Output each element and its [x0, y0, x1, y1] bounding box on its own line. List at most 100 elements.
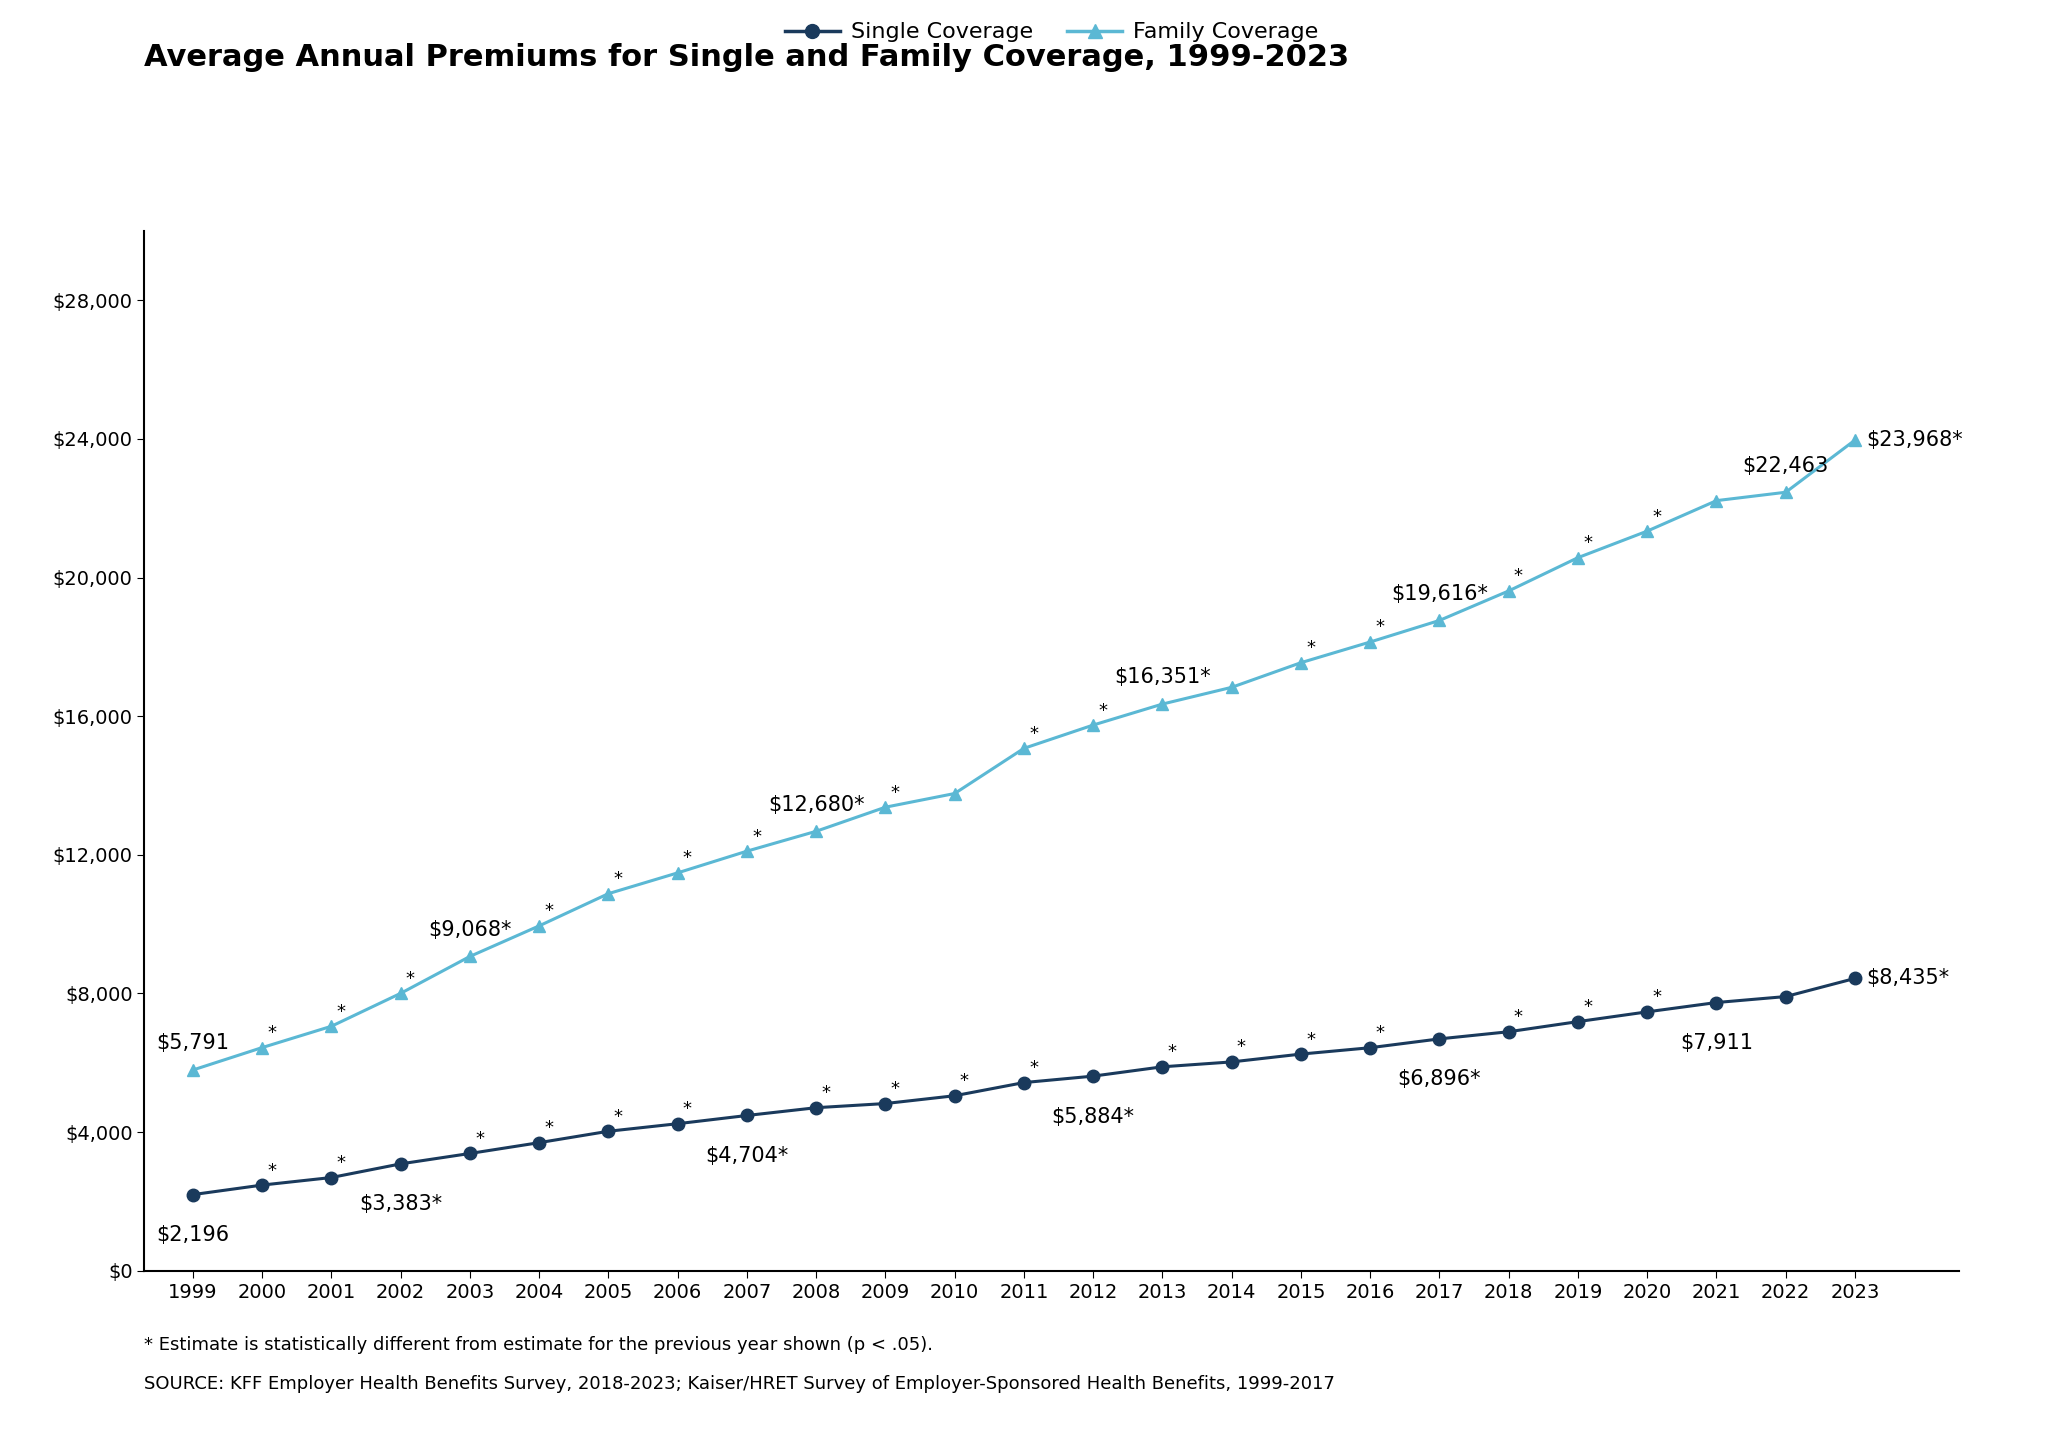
Family Coverage	[1773, 484, 1798, 501]
Family Coverage	[1497, 582, 1522, 599]
Text: *: *	[268, 1161, 276, 1180]
Family Coverage	[1703, 492, 1728, 510]
Text: $5,884*: $5,884*	[1052, 1106, 1134, 1126]
Single Coverage	[1565, 1012, 1590, 1030]
Single Coverage	[1703, 993, 1728, 1011]
Line: Family Coverage: Family Coverage	[186, 433, 1862, 1076]
Text: SOURCE: KFF Employer Health Benefits Survey, 2018-2023; Kaiser/HRET Survey of Em: SOURCE: KFF Employer Health Benefits Sur…	[144, 1375, 1336, 1393]
Family Coverage	[320, 1018, 344, 1035]
Text: $3,383*: $3,383*	[359, 1194, 441, 1214]
Text: $19,616*: $19,616*	[1392, 583, 1489, 604]
Text: *: *	[891, 784, 899, 801]
Single Coverage	[734, 1108, 759, 1125]
Single Coverage	[1497, 1022, 1522, 1040]
Text: *: *	[1514, 1008, 1524, 1027]
Family Coverage	[458, 947, 483, 965]
Family Coverage	[596, 885, 621, 902]
Text: *: *	[1167, 1043, 1177, 1061]
Text: *: *	[474, 1129, 485, 1148]
Family Coverage	[250, 1038, 274, 1056]
Text: *: *	[1237, 1038, 1245, 1057]
Single Coverage	[388, 1155, 412, 1173]
Family Coverage	[1151, 696, 1175, 713]
Text: *: *	[336, 1154, 346, 1173]
Text: $4,704*: $4,704*	[705, 1147, 788, 1167]
Single Coverage	[1773, 988, 1798, 1005]
Text: *: *	[1029, 725, 1037, 742]
Text: *: *	[544, 1119, 553, 1136]
Single Coverage	[526, 1134, 551, 1151]
Family Coverage	[526, 917, 551, 934]
Text: *: *	[683, 849, 693, 868]
Family Coverage	[942, 786, 967, 803]
Text: *: *	[1305, 1031, 1316, 1048]
Family Coverage	[1635, 523, 1660, 540]
Text: $16,351*: $16,351*	[1113, 667, 1210, 687]
Single Coverage	[942, 1087, 967, 1105]
Text: *: *	[1375, 1024, 1384, 1043]
Single Coverage	[1151, 1058, 1175, 1076]
Family Coverage	[872, 799, 897, 816]
Family Coverage	[1427, 612, 1452, 630]
Single Coverage	[596, 1122, 621, 1139]
Family Coverage	[1219, 679, 1243, 696]
Family Coverage	[388, 985, 412, 1002]
Text: *: *	[1305, 640, 1316, 657]
Single Coverage	[1219, 1053, 1243, 1070]
Text: *: *	[961, 1073, 969, 1090]
Single Coverage	[1427, 1030, 1452, 1047]
Text: $9,068*: $9,068*	[429, 920, 511, 940]
Family Coverage	[804, 823, 829, 840]
Single Coverage	[666, 1115, 691, 1132]
Text: *: *	[891, 1080, 899, 1097]
Line: Single Coverage: Single Coverage	[186, 972, 1862, 1201]
Text: *: *	[1029, 1058, 1037, 1077]
Family Coverage	[1359, 634, 1384, 651]
Text: *: *	[268, 1024, 276, 1043]
Family Coverage	[1080, 716, 1105, 734]
Text: *: *	[544, 902, 553, 920]
Text: $7,911: $7,911	[1681, 1032, 1753, 1053]
Text: $5,791: $5,791	[157, 1034, 229, 1053]
Single Coverage	[458, 1145, 483, 1162]
Text: *: *	[1652, 507, 1662, 526]
Family Coverage	[1012, 739, 1037, 757]
Text: *: *	[753, 827, 761, 846]
Legend: Single Coverage, Family Coverage: Single Coverage, Family Coverage	[775, 13, 1328, 51]
Text: Average Annual Premiums for Single and Family Coverage, 1999-2023: Average Annual Premiums for Single and F…	[144, 43, 1349, 72]
Text: *: *	[683, 1100, 693, 1118]
Text: *: *	[1584, 534, 1592, 552]
Family Coverage	[1289, 654, 1313, 671]
Family Coverage	[666, 864, 691, 881]
Text: *: *	[1514, 567, 1524, 585]
Text: *: *	[614, 871, 623, 888]
Single Coverage	[181, 1186, 206, 1203]
Family Coverage	[1843, 432, 1868, 449]
Text: * Estimate is statistically different from estimate for the previous year shown : * Estimate is statistically different fr…	[144, 1336, 934, 1354]
Text: *: *	[821, 1084, 831, 1102]
Text: $6,896*: $6,896*	[1398, 1070, 1481, 1089]
Single Coverage	[1635, 1004, 1660, 1021]
Text: $12,680*: $12,680*	[767, 794, 864, 814]
Text: *: *	[1584, 998, 1592, 1017]
Single Coverage	[1843, 970, 1868, 988]
Family Coverage	[181, 1061, 206, 1079]
Text: *: *	[1652, 988, 1662, 1006]
Text: $23,968*: $23,968*	[1866, 430, 1963, 451]
Single Coverage	[1359, 1040, 1384, 1057]
Single Coverage	[1289, 1045, 1313, 1063]
Single Coverage	[804, 1099, 829, 1116]
Family Coverage	[734, 842, 759, 859]
Text: $2,196: $2,196	[157, 1225, 229, 1245]
Text: *: *	[336, 1002, 346, 1021]
Single Coverage	[320, 1168, 344, 1186]
Text: *: *	[406, 970, 414, 988]
Family Coverage	[1565, 549, 1590, 566]
Text: *: *	[614, 1108, 623, 1126]
Single Coverage	[1080, 1067, 1105, 1084]
Text: *: *	[1375, 618, 1384, 637]
Text: $22,463: $22,463	[1742, 455, 1829, 475]
Single Coverage	[1012, 1074, 1037, 1092]
Text: *: *	[1099, 702, 1107, 719]
Text: $8,435*: $8,435*	[1866, 969, 1949, 988]
